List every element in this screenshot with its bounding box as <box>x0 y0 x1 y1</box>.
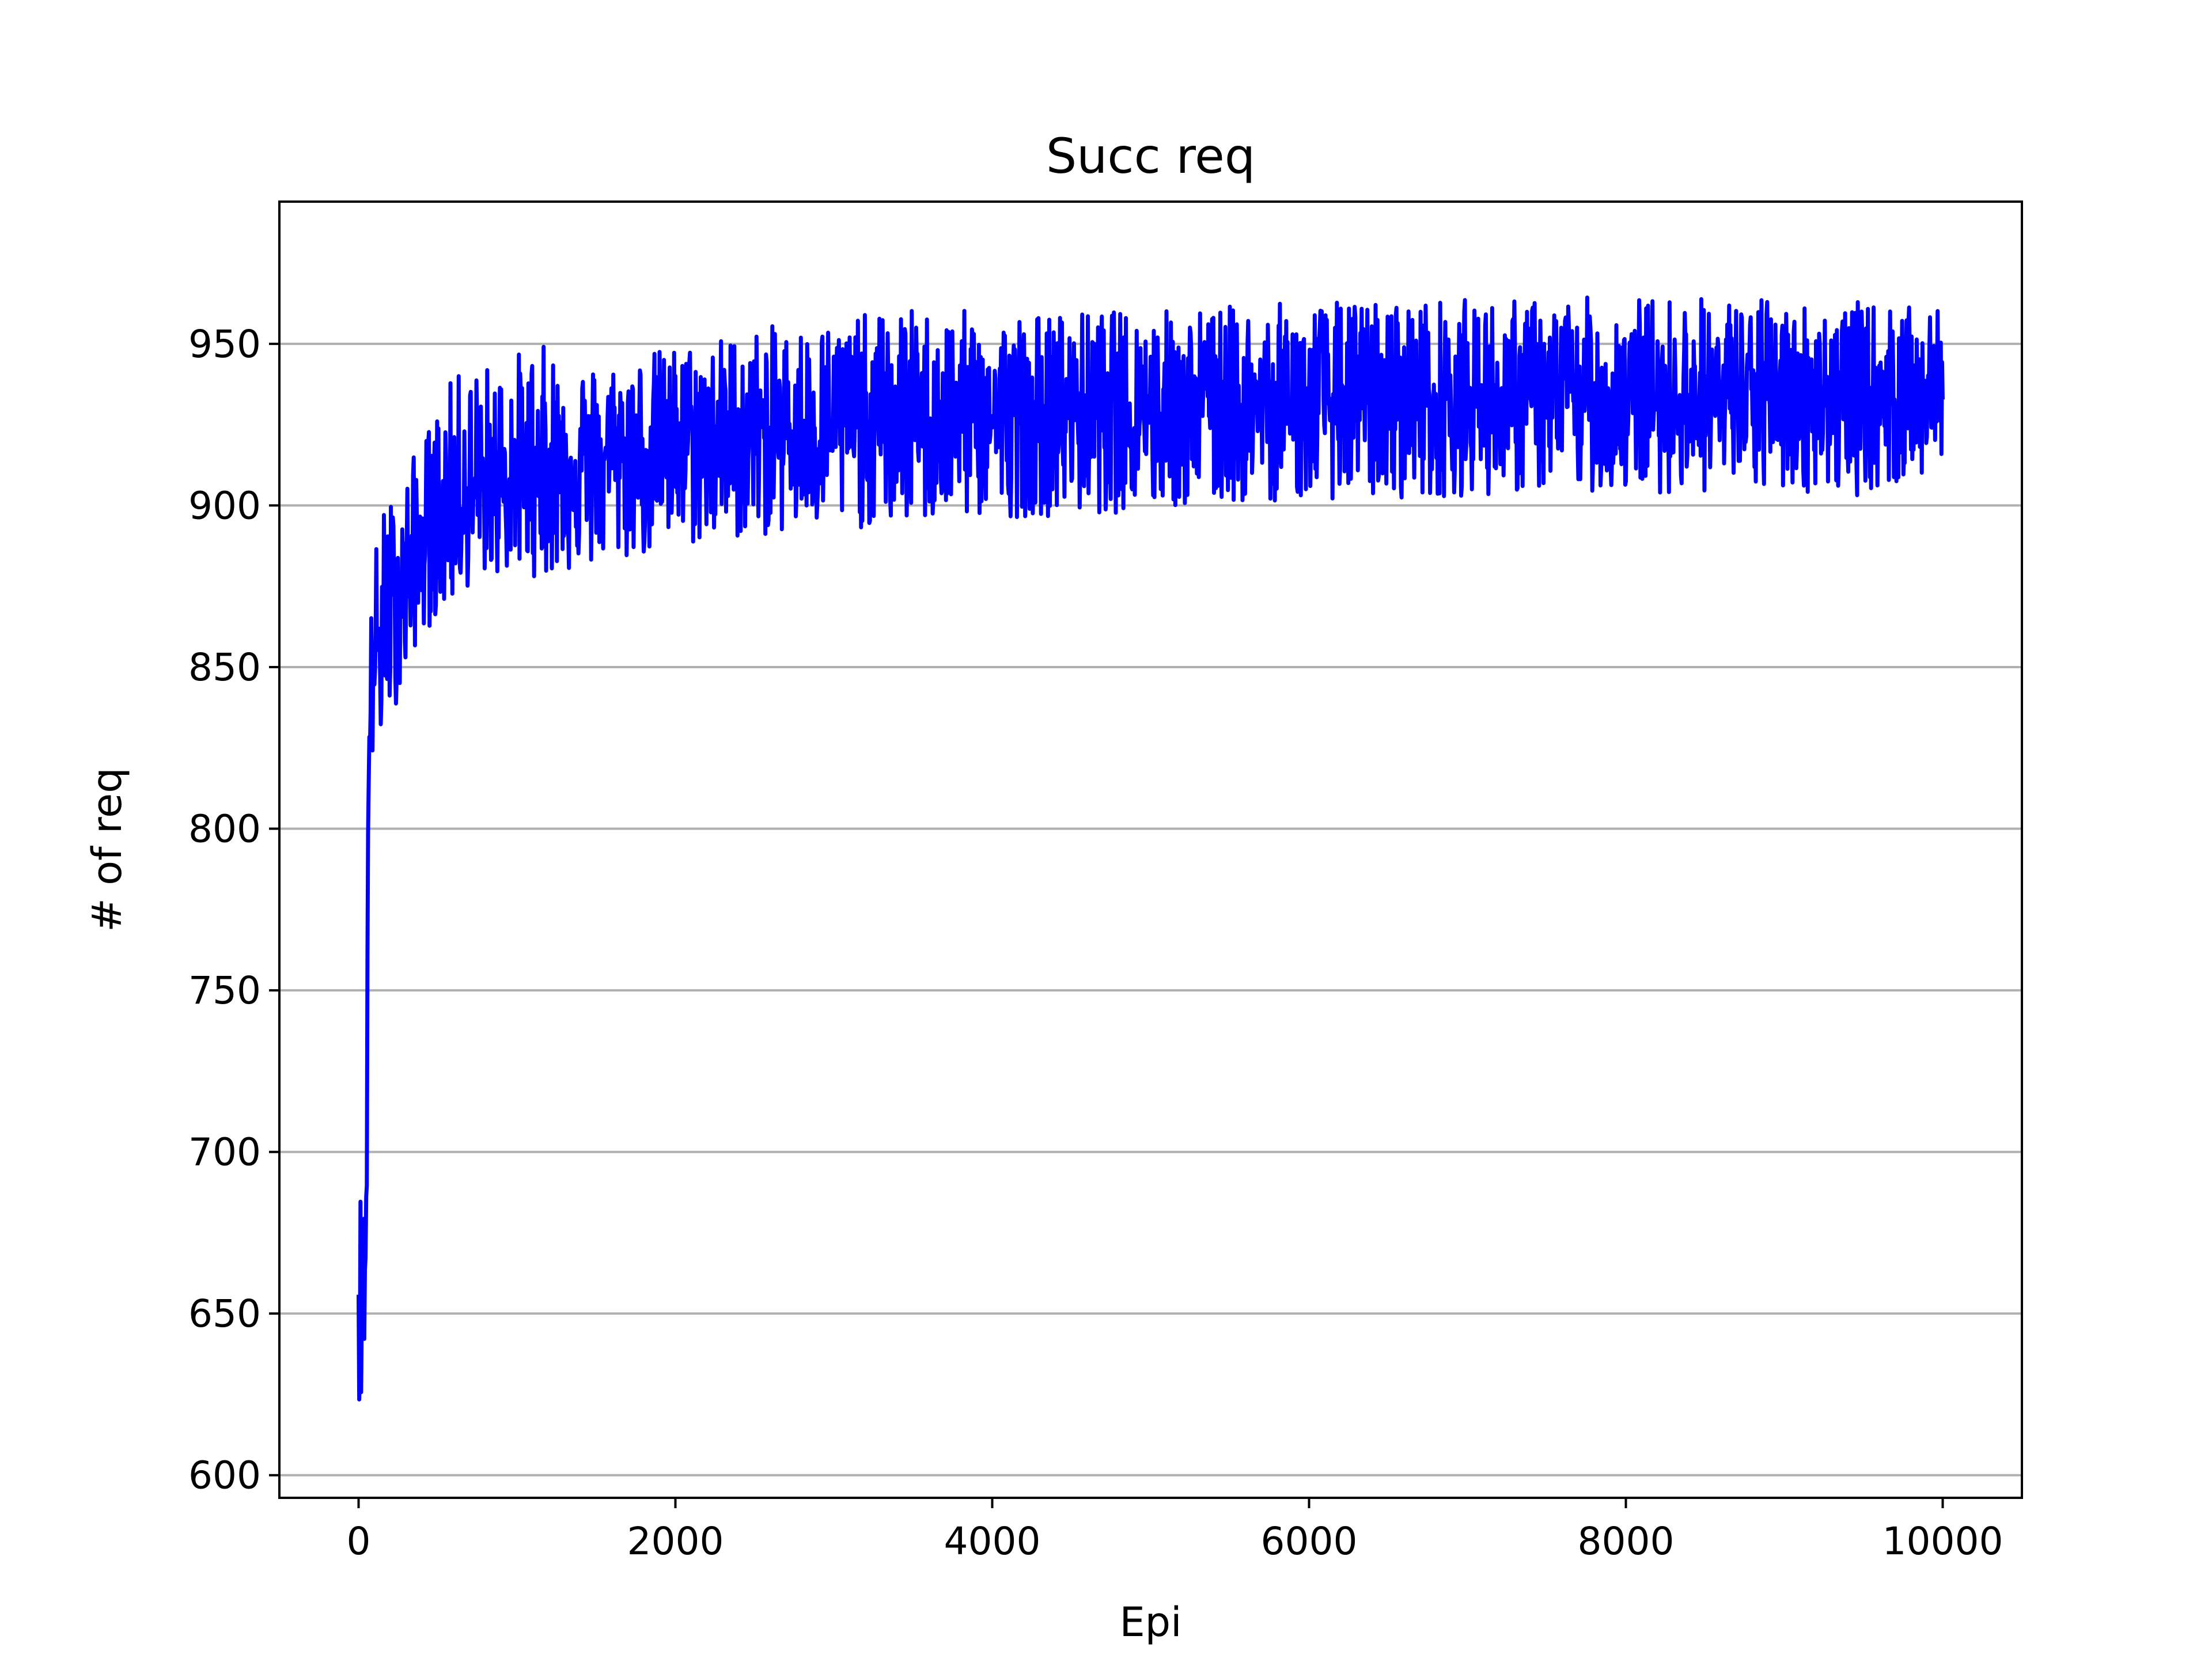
x-tick-label: 10000 <box>1883 1519 2003 1563</box>
y-tick-label: 900 <box>188 483 261 528</box>
x-tick-label: 8000 <box>1578 1519 1675 1563</box>
series-line <box>357 296 1945 1402</box>
y-tick-label: 800 <box>188 807 261 851</box>
x-tick-label: 0 <box>347 1519 371 1563</box>
y-tick-label: 650 <box>188 1292 261 1336</box>
plot-frame <box>278 200 2023 1499</box>
x-tick-label: 4000 <box>944 1519 1041 1563</box>
series-layer <box>357 296 1945 1402</box>
y-tick-label: 750 <box>188 968 261 1013</box>
x-axis-label: Epi <box>1119 1599 1181 1646</box>
y-tick-label: 950 <box>188 322 261 366</box>
y-axis-label: # of req <box>84 767 131 932</box>
ticks: 600 650 700 750 800 850 900 950 0 2000 4000 6000 800… <box>188 322 2003 1563</box>
chart-title: Succ req <box>1046 128 1255 184</box>
y-tick-label: 850 <box>188 645 261 690</box>
y-tick-label: 600 <box>188 1453 261 1498</box>
x-tick-label: 2000 <box>627 1519 724 1563</box>
x-tick-label: 6000 <box>1261 1519 1358 1563</box>
y-tick-label: 700 <box>188 1130 261 1175</box>
